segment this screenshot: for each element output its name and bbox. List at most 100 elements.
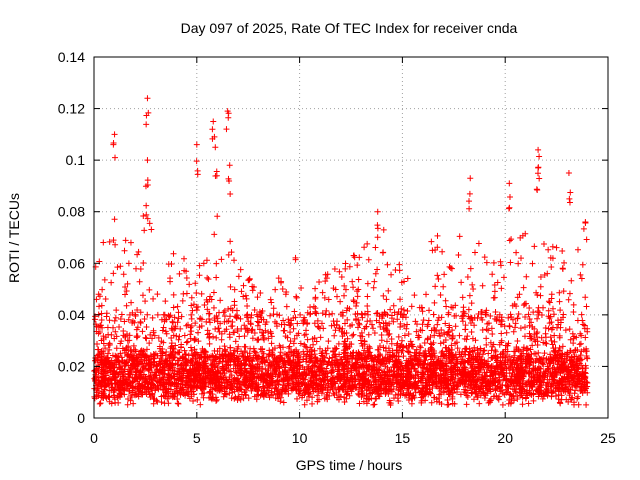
data-point [175, 309, 182, 316]
data-point [440, 365, 447, 372]
data-point [350, 252, 357, 259]
data-point [388, 312, 395, 319]
data-point [480, 347, 487, 354]
data-point [553, 324, 560, 331]
chart-title: Day 097 of 2025, Rate Of TEC Index for r… [181, 20, 518, 36]
data-point [226, 313, 233, 320]
data-point [142, 298, 149, 305]
data-point [314, 317, 321, 324]
data-point [360, 398, 367, 405]
data-point [203, 318, 210, 325]
data-point [128, 364, 135, 371]
data-point [347, 353, 354, 360]
data-point [379, 249, 386, 256]
data-point [268, 389, 275, 396]
data-point [323, 365, 330, 372]
data-point [582, 294, 589, 301]
data-point [251, 306, 258, 313]
data-point [520, 377, 527, 384]
data-point [161, 371, 168, 378]
data-point [94, 352, 101, 359]
data-point [449, 335, 456, 342]
data-point [550, 311, 557, 318]
data-point [221, 313, 228, 320]
data-point [416, 361, 423, 368]
data-point [198, 323, 205, 330]
data-point [186, 281, 193, 288]
data-point [510, 348, 517, 355]
data-point [513, 389, 520, 396]
data-point [515, 363, 522, 370]
data-point [147, 361, 154, 368]
data-point [489, 331, 496, 338]
data-point [382, 347, 389, 354]
data-point [188, 328, 195, 335]
data-point [520, 284, 527, 291]
data-point [534, 329, 541, 336]
data-point [401, 332, 408, 339]
data-point [127, 239, 134, 246]
data-point [459, 318, 466, 325]
data-point [388, 271, 395, 278]
data-point [150, 354, 157, 361]
data-point [395, 333, 402, 340]
data-point [504, 342, 511, 349]
data-point [185, 352, 192, 359]
data-point [430, 380, 437, 387]
data-point [180, 354, 187, 361]
data-point [556, 361, 563, 368]
data-point [558, 365, 565, 372]
data-point [365, 362, 372, 369]
data-point [547, 313, 554, 320]
data-point [263, 318, 270, 325]
data-point [505, 383, 512, 390]
data-point [320, 379, 327, 386]
data-point [240, 293, 247, 300]
data-point [279, 390, 286, 397]
data-point [269, 351, 276, 358]
data-point [553, 244, 560, 251]
data-point [210, 304, 217, 311]
data-point [100, 333, 107, 340]
data-point [522, 360, 529, 367]
data-point [372, 374, 379, 381]
data-point [340, 353, 347, 360]
data-point [183, 275, 190, 282]
data-point [377, 361, 384, 368]
data-point [416, 304, 423, 311]
data-point [563, 396, 570, 403]
data-point [540, 339, 547, 346]
data-point [381, 356, 388, 363]
data-point [265, 353, 272, 360]
data-point [364, 293, 371, 300]
data-point [272, 286, 279, 293]
data-point [548, 337, 555, 344]
data-point [537, 274, 544, 281]
data-point [205, 276, 212, 283]
data-point [466, 351, 473, 358]
data-point [523, 381, 530, 388]
data-point [366, 343, 373, 350]
data-point [327, 362, 334, 369]
data-point [535, 304, 542, 311]
data-point [249, 358, 256, 365]
data-point [106, 317, 113, 324]
data-point [577, 352, 584, 359]
data-point [235, 273, 242, 280]
data-point [334, 376, 341, 383]
data-point [575, 401, 582, 408]
data-point [468, 382, 475, 389]
data-point [296, 372, 303, 379]
data-point [565, 367, 572, 374]
data-point [338, 273, 345, 280]
data-point [559, 366, 566, 373]
data-point [319, 371, 326, 378]
data-point [236, 333, 243, 340]
data-point [145, 388, 152, 395]
data-point [439, 248, 446, 255]
data-point [145, 367, 152, 374]
data-point [210, 333, 217, 340]
data-point [138, 360, 145, 367]
data-point [417, 344, 424, 351]
data-point [226, 390, 233, 397]
